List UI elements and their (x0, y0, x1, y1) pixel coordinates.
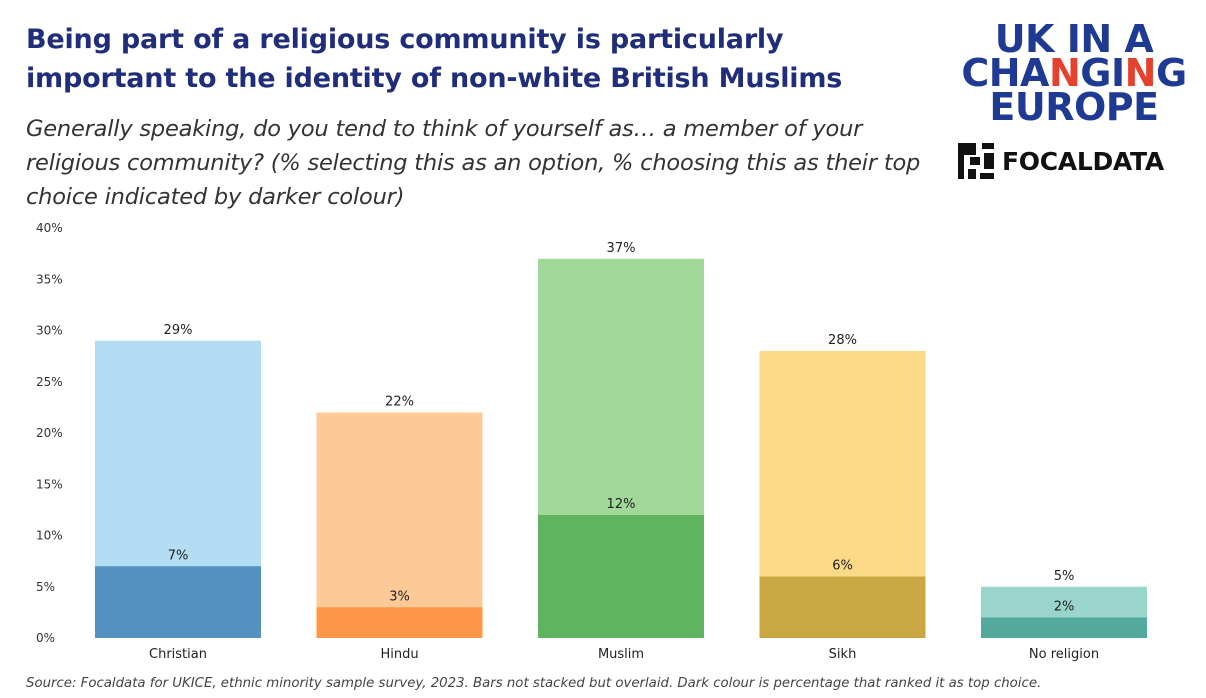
x-category-label: Sikh (829, 647, 857, 662)
focaldata-logo-text: FOCALDATA (1002, 146, 1164, 176)
x-category-label: Muslim (598, 647, 644, 662)
bar-top-choice-sikh (759, 576, 926, 638)
focaldata-mark-icon (958, 143, 994, 179)
x-category-label: Christian (149, 647, 207, 662)
data-label-top-choice: 2% (1054, 600, 1075, 615)
bar-top-choice-christian (95, 566, 261, 638)
bar-top-choice-muslim (538, 515, 704, 638)
y-tick-label: 25% (36, 375, 63, 389)
ukice-logo-line1: UK IN A (994, 17, 1154, 61)
data-label-selecting: 28% (828, 333, 857, 348)
data-label-top-choice: 3% (389, 589, 410, 604)
y-tick-label: 30% (36, 324, 63, 338)
x-category-label: Hindu (380, 647, 418, 662)
bar-top-choice-hindu (316, 607, 483, 638)
chart-title: Being part of a religious community is p… (26, 24, 843, 94)
y-tick-label: 20% (36, 426, 63, 440)
data-label-top-choice: 12% (607, 497, 636, 512)
ukice-logo-line2: CHANGING (961, 51, 1187, 95)
y-tick-label: 0% (36, 631, 55, 645)
data-label-top-choice: 7% (168, 548, 189, 563)
ukice-logo-line3: EUROPE (989, 85, 1159, 129)
bar-chart: 0% 5% 10% 15% 20% 25% 30% 35% 40% 29% 7% Christian 2… (36, 221, 1147, 662)
x-category-label: No religion (1029, 647, 1099, 662)
y-tick-label: 10% (36, 529, 63, 543)
y-tick-label: 5% (36, 580, 55, 594)
data-label-selecting: 37% (607, 241, 636, 256)
data-label-selecting: 5% (1054, 569, 1075, 584)
chart-subtitle: Generally speaking, do you tend to think… (26, 116, 921, 210)
ukice-logo: UK IN A CHANGING EUROPE (958, 17, 1190, 129)
bar-top-choice-no-religion (981, 617, 1147, 638)
data-label-top-choice: 6% (832, 559, 853, 574)
y-tick-label: 35% (36, 272, 63, 286)
y-tick-label: 15% (36, 477, 63, 491)
data-label-selecting: 29% (164, 323, 193, 338)
y-tick-label: 40% (36, 221, 63, 235)
source-note: Source: Focaldata for UKICE, ethnic mino… (26, 676, 1042, 691)
bar-selecting-hindu (316, 412, 483, 638)
focaldata-logo: FOCALDATA (958, 142, 1190, 180)
data-label-selecting: 22% (385, 395, 414, 410)
